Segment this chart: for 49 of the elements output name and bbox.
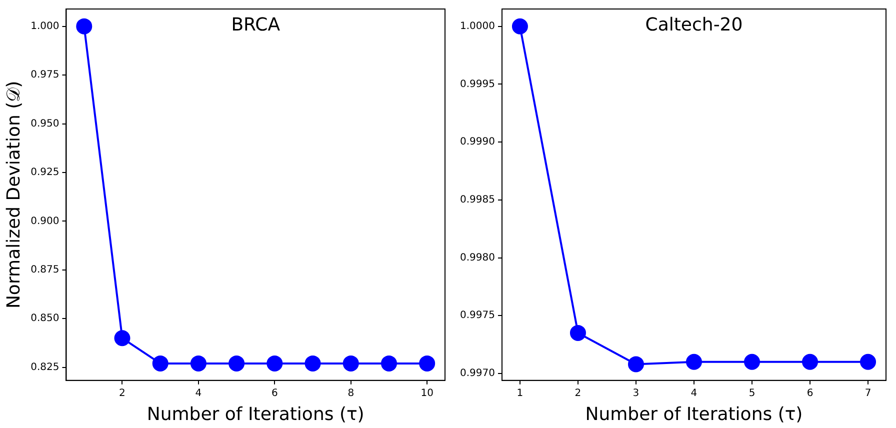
point	[802, 354, 818, 370]
y-tick-label: 0.950	[30, 118, 60, 130]
point	[860, 354, 876, 370]
x-tick-label: 6	[806, 388, 814, 399]
point	[686, 354, 702, 370]
point	[570, 324, 586, 341]
y-tick-label: 0.875	[30, 264, 60, 276]
x-tick-label: 8	[348, 388, 354, 399]
x-tick-label: 5	[748, 388, 756, 399]
y-tick-label: 0.850	[30, 313, 60, 324]
point	[628, 356, 644, 372]
y-tick-label: 0.9975	[460, 310, 495, 322]
chart-title: BRCA	[231, 14, 281, 36]
point	[419, 355, 436, 372]
y-tick-label: 1.0000	[460, 20, 495, 32]
y-tick-label: 1.000	[30, 20, 60, 32]
y-tick-label: 0.975	[30, 70, 60, 81]
x-tick-label: 7	[864, 388, 872, 399]
x-axis-title: Number of Iterations (τ)	[146, 404, 364, 425]
x-tick-label: 4	[195, 388, 202, 399]
y-tick-label: 0.9980	[460, 252, 495, 264]
y-axis-title: Normalized Deviation (𝒟)	[3, 80, 24, 309]
x-tick-label: 4	[690, 388, 698, 399]
point	[342, 355, 359, 372]
y-tick-label: 0.825	[30, 362, 60, 373]
point	[304, 355, 321, 372]
point	[228, 355, 245, 372]
x-tick-label: 6	[271, 388, 278, 399]
x-tick-label: 1	[516, 388, 524, 399]
y-tick-label: 0.925	[30, 167, 60, 178]
x-tick-label: 3	[632, 388, 640, 399]
point	[152, 355, 168, 372]
point	[512, 18, 528, 34]
y-tick-label: 0.9990	[460, 136, 495, 148]
point	[266, 355, 283, 372]
point	[76, 18, 92, 34]
y-tick-label: 0.9970	[460, 368, 495, 380]
point	[190, 355, 206, 372]
chart-title: Caltech-20	[645, 14, 743, 36]
y-tick-label: 0.9995	[460, 78, 495, 90]
point	[744, 354, 760, 370]
x-tick-label: 2	[119, 388, 126, 399]
y-tick-label: 0.900	[30, 216, 60, 227]
x-axis-title: Number of Iterations (τ)	[585, 404, 803, 425]
point	[114, 330, 130, 346]
x-tick-label: 10	[420, 388, 434, 399]
x-tick-label: 2	[574, 388, 582, 399]
point	[380, 355, 397, 372]
y-tick-label: 0.9985	[460, 194, 495, 206]
